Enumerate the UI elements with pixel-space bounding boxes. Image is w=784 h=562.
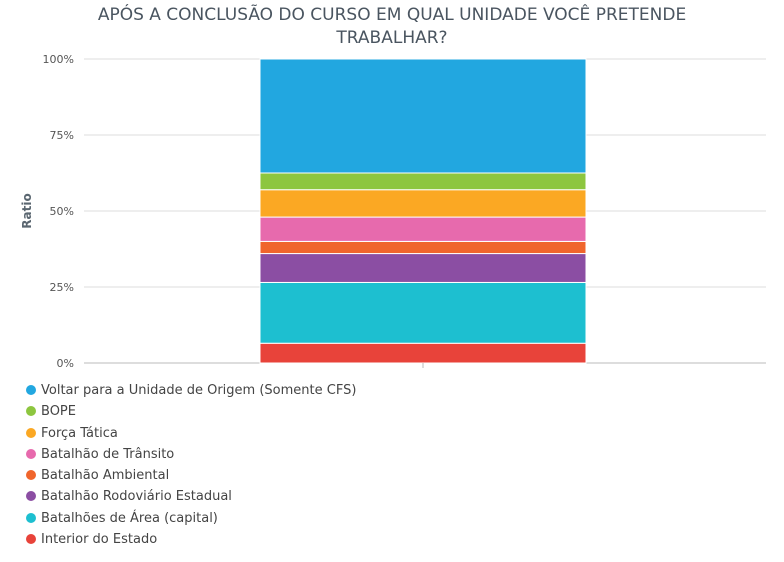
legend-label: Voltar para a Unidade de Origem (Somente…	[41, 383, 357, 398]
y-tick-label: 75%	[50, 129, 74, 142]
legend: Voltar para a Unidade de Origem (Somente…	[26, 380, 356, 550]
legend-label: Força Tática	[41, 425, 118, 441]
legend-item[interactable]: Batalhão de Trânsito	[26, 444, 356, 465]
bar-segment[interactable]	[259, 172, 587, 191]
chart-title-line-2: TRABALHAR?	[336, 28, 448, 48]
legend-marker	[26, 427, 36, 438]
legend-item[interactable]: Batalhão Ambiental	[26, 465, 356, 486]
y-tick-label: 100%	[43, 53, 74, 66]
legend-label: Batalhões de Área (capital)	[41, 510, 218, 526]
legend-item[interactable]: Batalhão Rodoviário Estadual	[26, 486, 356, 507]
legend-marker	[26, 534, 36, 545]
bar-segment[interactable]	[259, 281, 587, 344]
legend-label: Interior do Estado	[41, 532, 158, 548]
stacked-bar-chart: 0% 25% 50% 75% 100% Ratio	[20, 53, 766, 370]
legend-label: Batalhão Ambiental	[41, 468, 170, 484]
legend-marker	[26, 406, 36, 417]
bar-segment[interactable]	[259, 216, 587, 242]
legend-item[interactable]: Batalhões de Área (capital)	[26, 508, 356, 529]
legend-marker	[26, 385, 36, 395]
bar-segments	[259, 58, 587, 364]
legend-item[interactable]: Interior do Estado	[26, 529, 356, 550]
legend-label: Batalhão de Trânsito	[41, 446, 175, 462]
chart-title-line-1: APÓS A CONCLUSÃO DO CURSO EM QUAL UNIDAD…	[97, 5, 687, 25]
legend-marker	[26, 512, 36, 523]
y-tick-label: 50%	[50, 205, 74, 218]
bar-segment[interactable]	[259, 342, 587, 364]
legend-item[interactable]: BOPE	[26, 401, 356, 422]
legend-label: BOPE	[41, 404, 76, 420]
legend-item[interactable]: Voltar para a Unidade de Origem (Somente…	[26, 380, 356, 401]
y-tick-label: 0%	[57, 357, 74, 370]
bar-segment[interactable]	[259, 240, 587, 255]
y-axis-ticks: 0% 25% 50% 75% 100%	[43, 53, 74, 370]
legend-label: Batalhão Rodoviário Estadual	[41, 489, 232, 505]
bar-segment[interactable]	[259, 253, 587, 283]
legend-marker	[26, 448, 36, 459]
legend-item[interactable]: Força Tática	[26, 423, 356, 444]
bar-segment[interactable]	[259, 58, 587, 174]
bar-segment[interactable]	[259, 189, 587, 218]
chart-title: APÓS A CONCLUSÃO DO CURSO EM QUAL UNIDAD…	[0, 4, 784, 50]
legend-marker	[26, 470, 36, 481]
y-tick-label: 25%	[50, 281, 74, 294]
y-axis-label: Ratio	[20, 193, 34, 228]
legend-marker	[26, 491, 36, 502]
